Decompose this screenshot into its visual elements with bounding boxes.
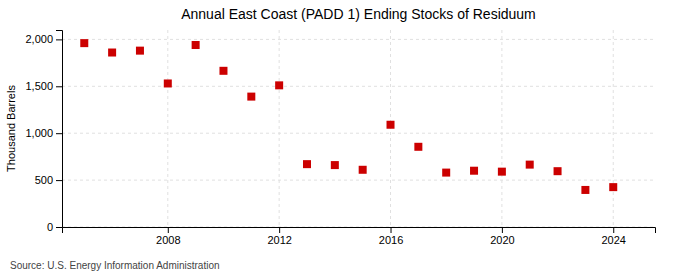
point: [164, 79, 172, 87]
tick: 0: [47, 221, 62, 233]
tick: 2020: [490, 227, 514, 246]
tick: 1,000: [25, 127, 62, 139]
point: [192, 41, 200, 49]
tick-label: 0: [47, 221, 53, 233]
point: [359, 166, 367, 174]
point: [136, 47, 144, 55]
tick-label: 2,000: [25, 33, 53, 45]
tick: 500: [35, 174, 62, 186]
x-axis: 2008 2012 2016 2020 2024: [63, 227, 656, 246]
grid-line: [279, 30, 280, 227]
grid: [62, 30, 655, 227]
y-axis: 0 500 1,000 1,500 2,000: [25, 31, 62, 234]
tick: 2008: [156, 227, 180, 246]
point: [442, 169, 450, 177]
tick: 2012: [267, 227, 291, 246]
tick-label: 1,000: [25, 127, 53, 139]
chart: 2008 2012 2016 2020 2024 0 500 1,000 1,500 2,000 A…: [0, 0, 675, 275]
axis-title: Thousand Barrels: [5, 85, 17, 172]
tick-mark: [168, 227, 169, 233]
tick-label: 500: [35, 174, 53, 186]
point: [526, 161, 534, 169]
tick-label: 2008: [156, 234, 180, 246]
plot: 2008 2012 2016 2020 2024 0 500 1,000 1,500 2,000: [25, 30, 655, 246]
point: [275, 81, 283, 89]
grid-line: [62, 86, 655, 87]
point: [108, 49, 116, 57]
tick-mark: [56, 180, 62, 181]
tick: 2,000: [25, 33, 62, 45]
point: [609, 183, 617, 191]
tick-label: 2016: [379, 234, 403, 246]
point: [247, 93, 255, 101]
points: [80, 39, 617, 194]
tick-mark: [613, 227, 614, 233]
tick-mark: [502, 227, 503, 233]
tick-label: 1,500: [25, 80, 53, 92]
point: [498, 168, 506, 176]
tick: 2024: [601, 227, 625, 246]
tick-label: 2012: [267, 234, 291, 246]
point: [331, 161, 339, 169]
point: [554, 167, 562, 175]
grid-line: [62, 180, 655, 181]
tick-mark: [56, 86, 62, 87]
tick-mark: [56, 227, 62, 228]
point: [219, 67, 227, 75]
point: [581, 186, 589, 194]
axis-line: [63, 228, 656, 234]
point: [387, 121, 395, 129]
point: [80, 39, 88, 47]
grid-line: [62, 39, 655, 40]
grid-line: [167, 30, 168, 227]
tick-label: 2024: [601, 234, 625, 246]
tick-mark: [56, 39, 62, 40]
source: Source: U.S. Energy Information Administ…: [10, 260, 220, 271]
tick: 1,500: [25, 80, 62, 92]
point: [470, 167, 478, 175]
tick-label: 2020: [490, 234, 514, 246]
tick-mark: [279, 227, 280, 233]
grid-line: [62, 133, 655, 134]
tick-mark: [391, 227, 392, 233]
axis-line: [56, 31, 63, 228]
grid-line: [613, 30, 614, 227]
tick-mark: [56, 133, 62, 134]
grid-line: [501, 30, 502, 227]
title: Annual East Coast (PADD 1) Ending Stocks…: [181, 6, 536, 22]
tick: 2016: [379, 227, 403, 246]
point: [303, 160, 311, 168]
point: [414, 143, 422, 151]
